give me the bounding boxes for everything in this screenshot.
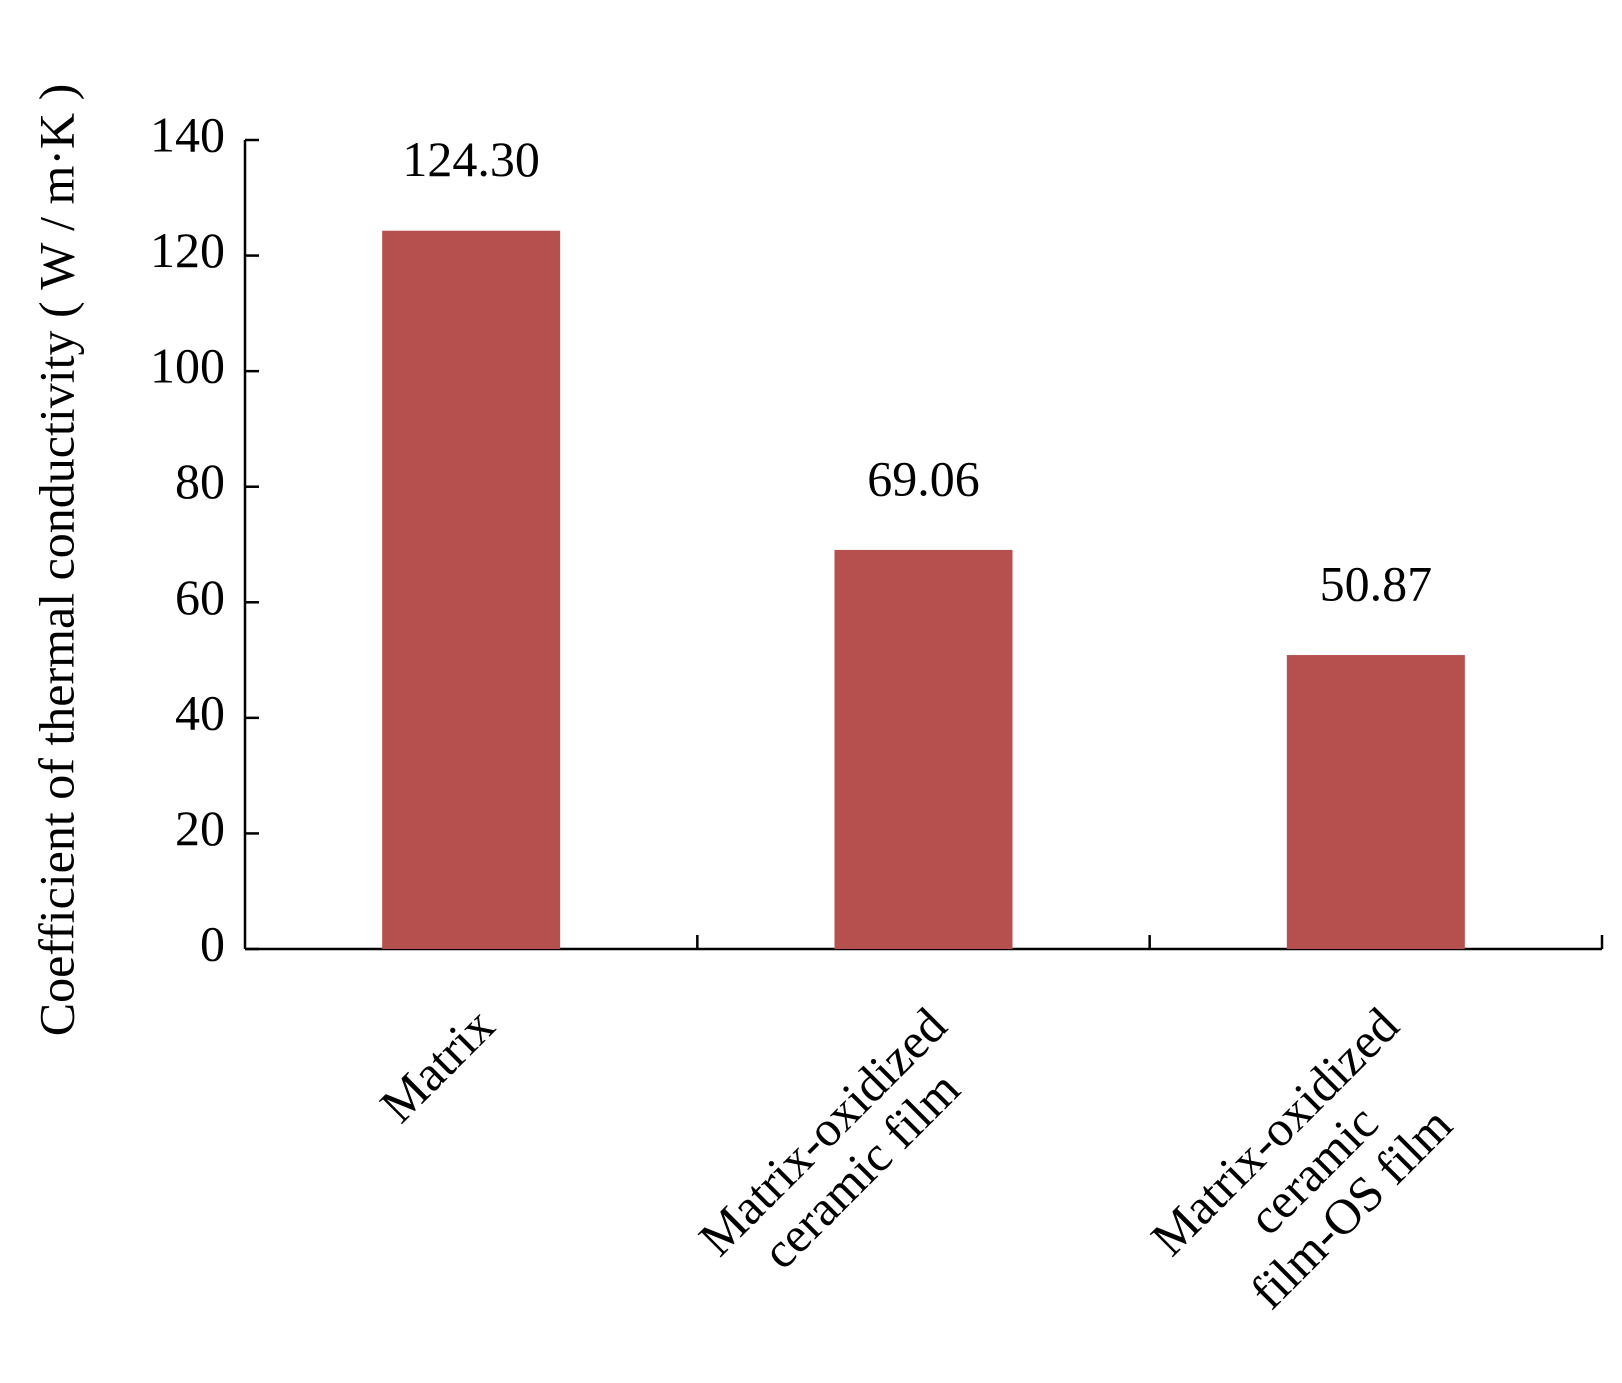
x-tick-label: Matrix xyxy=(369,997,505,1133)
y-tick-label: 0 xyxy=(200,915,225,971)
bar xyxy=(834,549,1013,949)
bar xyxy=(1286,655,1465,949)
y-tick-label: 40 xyxy=(175,684,225,740)
value-label: 124.30 xyxy=(402,131,540,187)
y-tick-label: 80 xyxy=(175,453,225,509)
y-tick-label: 60 xyxy=(175,569,225,625)
y-tick-label: 100 xyxy=(150,338,225,394)
bar xyxy=(382,230,561,949)
value-label: 69.06 xyxy=(867,450,980,506)
x-tick-label-group: Matrix xyxy=(369,997,505,1133)
value-label: 50.87 xyxy=(1320,556,1433,612)
y-tick-label: 140 xyxy=(150,106,225,162)
y-axis-label: Coefficient of thermal conductivity ( W … xyxy=(28,84,84,1037)
y-tick-label: 120 xyxy=(150,222,225,278)
y-tick-label: 20 xyxy=(175,800,225,856)
